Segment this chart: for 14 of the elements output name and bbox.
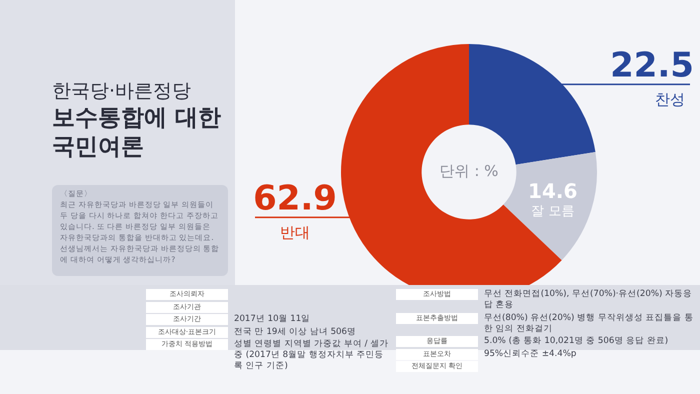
- text: 무선 전화면접(10%), 무선(70%)·유선(20%) 자동응답 혼용: [484, 289, 694, 311]
- text: 95%신뢰수준 ±4.4%p: [484, 348, 576, 360]
- data-label: 22.5: [610, 45, 694, 86]
- text: 보수통합에 대한 국민여론: [52, 104, 222, 162]
- slice-label: 찬성: [655, 90, 685, 108]
- text: 한국당·바른정당: [52, 79, 192, 104]
- slice-label: 반대: [280, 223, 310, 242]
- text: 무선(80%) 유선(20%) 병행 무작위생성 표집틀을 통한 임의 전화걸기: [484, 312, 694, 334]
- text: 성별 연령별 지역별 가중값 부여 / 셀가중 (2017년 8월말 행정자치부 주민등록 인구 기준): [234, 339, 390, 372]
- text: 5.0% (총 통화 10,021명 중 506명 응답 완료): [484, 336, 668, 347]
- text: 단위 : %: [440, 162, 498, 180]
- text: 2017년 10월 11일: [234, 314, 310, 325]
- data-label: 62.9: [253, 178, 337, 218]
- text: 전국 만 19세 이상 남녀 506명: [234, 326, 356, 338]
